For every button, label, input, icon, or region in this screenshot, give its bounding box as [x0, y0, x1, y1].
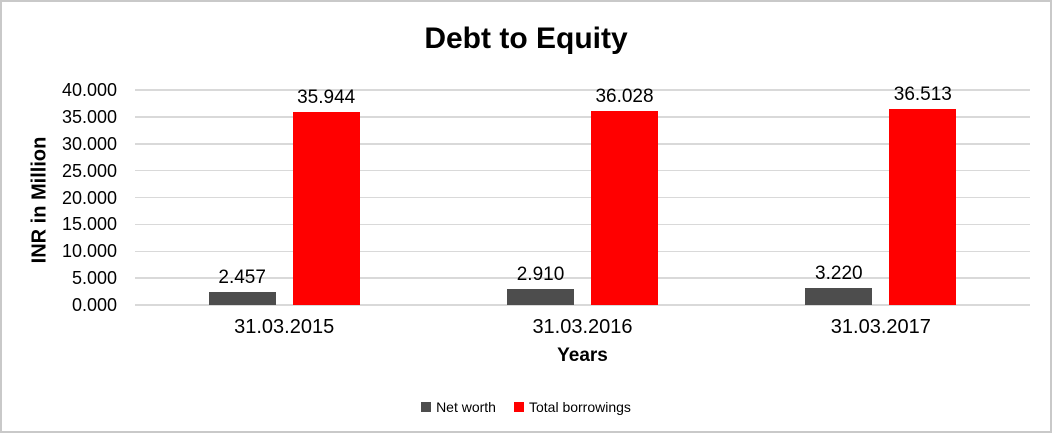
y-tick-label: 20.000: [61, 187, 117, 208]
data-label: 2.910: [516, 264, 565, 286]
legend-label: Total borrowings: [528, 399, 631, 415]
y-tick-label: 30.000: [61, 133, 117, 154]
plot-area: 2.457 35.944 2.910 36.028 3.220 36.513: [135, 84, 1030, 306]
gridline: [135, 169, 1030, 172]
bar-total-borrowings: [292, 111, 360, 305]
data-label: 3.220: [815, 262, 863, 284]
category-label: 31.03.2016: [532, 316, 633, 338]
data-label: 2.457: [218, 266, 266, 288]
legend-label: Net worth: [436, 399, 496, 415]
gridline: [135, 250, 1030, 252]
gridline: [135, 89, 1030, 91]
legend-item: Total borrowings: [513, 399, 631, 415]
chart-title: Debt to Equity: [424, 22, 628, 55]
bar-total-borrowings: [889, 108, 957, 305]
legend-item: Net worth: [421, 399, 496, 415]
bar-net-worth: [507, 289, 574, 305]
y-tick-label: 0.000: [71, 295, 117, 315]
x-axis-title: Years: [557, 345, 608, 366]
gridline: [135, 223, 1030, 226]
legend-swatch-icon: [421, 402, 432, 412]
y-tick-label: 25.000: [61, 160, 117, 181]
y-tick-label: 40.000: [61, 80, 117, 100]
y-tick-label: 15.000: [61, 214, 117, 235]
legend: Net worth Total borrowings: [2, 396, 1050, 418]
gridline: [135, 304, 1030, 306]
bar-net-worth: [208, 291, 276, 305]
y-tick-label: 10.000: [61, 241, 117, 262]
data-label: 36.513: [893, 83, 952, 105]
category-label: 31.03.2015: [234, 316, 335, 338]
legend-swatch-icon: [513, 402, 524, 412]
gridline: [135, 196, 1030, 199]
bar-total-borrowings: [591, 111, 658, 305]
gridline: [135, 143, 1030, 145]
category-label: 31.03.2017: [830, 316, 931, 338]
data-label: 35.944: [297, 86, 356, 108]
gridline: [135, 277, 1030, 279]
y-tick-label: 5.000: [71, 268, 117, 289]
data-label: 36.028: [595, 86, 654, 108]
gridline: [135, 116, 1030, 118]
y-tick-label: 35.000: [61, 106, 117, 127]
bar-net-worth: [805, 287, 873, 305]
